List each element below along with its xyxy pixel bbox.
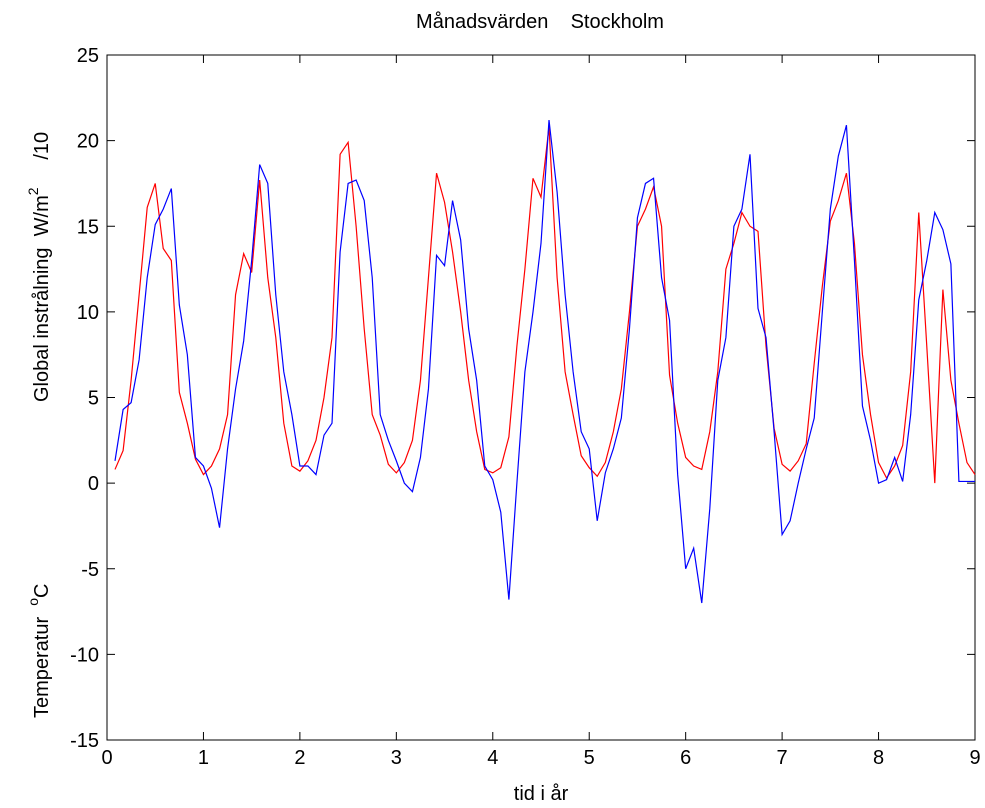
chart-title: Månadsvärden Stockholm: [416, 11, 664, 33]
y-tick-label: 0: [88, 473, 99, 495]
plot-frame: [106, 54, 976, 741]
y-tick-label: -15: [70, 730, 99, 752]
x-tick-label: 2: [294, 747, 305, 769]
y-tick-label: 5: [88, 388, 99, 410]
series-line: [114, 126, 976, 484]
y-label-part: Global instrålning W/m: [31, 195, 53, 402]
x-tick-label: 7: [777, 747, 788, 769]
y-tick-label: 25: [77, 45, 99, 67]
x-tick-label: 6: [680, 747, 691, 769]
y-label-sup: o: [25, 598, 41, 606]
series-line: [114, 120, 975, 604]
y-tick-label: 15: [77, 216, 99, 238]
y-label-part: C: [31, 583, 53, 597]
y-label-sup: 2: [25, 187, 41, 195]
y-label-part: Temperatur: [31, 606, 53, 718]
y-axis-label: Global instrålning W/m2 /10: [25, 132, 53, 402]
x-axis-label: tid i år: [514, 783, 569, 805]
x-tick-label: 4: [487, 747, 498, 769]
y-tick-label: 20: [77, 131, 99, 153]
y-axis-label-2: Temperatur oC: [25, 583, 53, 718]
x-tick-label: 1: [198, 747, 209, 769]
x-tick-label: 8: [873, 747, 884, 769]
x-tick-label: 3: [391, 747, 402, 769]
y-tick-label: -5: [81, 559, 99, 581]
y-tick-label: 10: [77, 302, 99, 324]
x-tick-label: 9: [969, 747, 980, 769]
y-label-part: /10: [31, 132, 53, 188]
x-tick-label: 5: [584, 747, 595, 769]
y-tick-label: -10: [70, 644, 99, 666]
x-tick-label: 0: [101, 747, 112, 769]
